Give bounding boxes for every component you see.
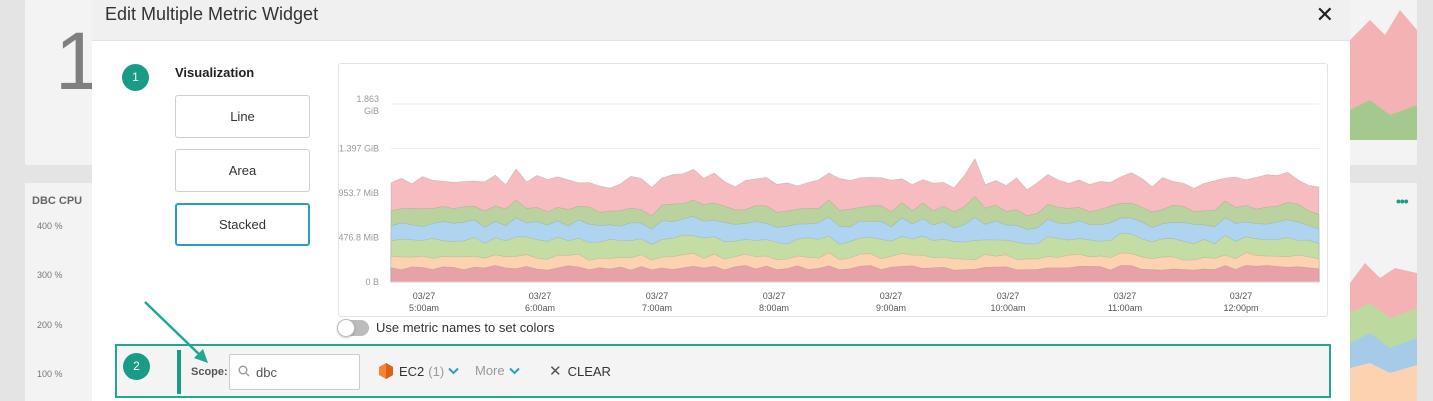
- series-area-0: [390, 265, 1320, 283]
- x-tick-label: 03/27 12:00pm: [1223, 291, 1258, 313]
- y-tick-label: 1.397 GiB: [339, 144, 379, 154]
- x-tick-label: 03/27 5:00am: [409, 291, 439, 313]
- scope-label: Scope:: [191, 366, 228, 378]
- x-tick-label: 03/27 9:00am: [876, 291, 906, 313]
- line-button[interactable]: Line: [175, 95, 310, 138]
- ec2-filter-dropdown[interactable]: EC2 (1): [379, 363, 459, 379]
- background-chart-card: [1350, 183, 1417, 401]
- stacked-button[interactable]: Stacked: [175, 203, 310, 246]
- chart-preview: 1.863 GiB 1.397 GiB 953.7 MiB 476.8 MiB 0 B 03…: [338, 63, 1328, 317]
- x-tick-label: 03/27 8:00am: [759, 291, 789, 313]
- x-tick-label: 03/27 6:00am: [525, 291, 555, 313]
- background-tick: 100 %: [37, 369, 63, 379]
- ec2-filter-count: (1): [428, 363, 445, 379]
- area-button[interactable]: Area: [175, 149, 310, 192]
- scope-divider: [177, 350, 181, 394]
- chevron-down-icon: [448, 367, 459, 375]
- y-tick-label: 953.7 MiB: [339, 188, 379, 198]
- more-filter-label: More: [475, 363, 505, 378]
- background-number-card: [25, 0, 95, 165]
- toggle-knob: [337, 319, 355, 337]
- clear-icon: ✕: [549, 363, 562, 380]
- stacked-area-chart: 1.863 GiB 1.397 GiB 953.7 MiB 476.8 MiB 0 B 03…: [339, 94, 1320, 313]
- step-2-badge: 2: [123, 353, 150, 380]
- ec2-filter-label: EC2: [399, 363, 425, 379]
- background-cpu-card: [25, 183, 95, 401]
- more-options-icon[interactable]: •••: [1396, 193, 1409, 209]
- clear-label: CLEAR: [567, 363, 611, 379]
- x-tick-label: 03/27 7:00am: [642, 291, 672, 313]
- ec2-icon: [379, 363, 393, 379]
- toggle-label: Use metric names to set colors: [376, 320, 555, 335]
- modal-header: Edit Multiple Metric Widget ✕: [92, 0, 1350, 41]
- x-tick-label: 03/27 11:00am: [1108, 291, 1142, 313]
- chevron-down-icon: [508, 367, 520, 374]
- x-tick-label: 03/27 10:00am: [990, 291, 1025, 313]
- visualization-label: Visualization: [175, 65, 255, 80]
- scope-search-box[interactable]: [229, 354, 360, 390]
- background-tick: 400 %: [37, 221, 63, 231]
- clear-button[interactable]: ✕ CLEAR: [549, 362, 611, 380]
- background-tick: 200 %: [37, 320, 63, 330]
- close-icon[interactable]: ✕: [1315, 2, 1334, 27]
- y-tick-label: 476.8 MiB: [339, 232, 379, 242]
- search-icon: [238, 365, 250, 377]
- y-tick-label: 0 B: [365, 277, 379, 287]
- scope-search-input[interactable]: [256, 363, 356, 381]
- scope-bar: 2 Scope: EC2 (1) More: [115, 344, 1331, 398]
- edit-widget-modal: Edit Multiple Metric Widget ✕ 1 Visualiz…: [92, 0, 1350, 401]
- modal-title: Edit Multiple Metric Widget: [105, 4, 319, 24]
- metric-colors-toggle[interactable]: [337, 319, 369, 337]
- background-card-title: DBC CPU: [32, 195, 83, 207]
- more-filter-dropdown[interactable]: More: [475, 363, 520, 378]
- step-1-badge: 1: [122, 64, 149, 91]
- background-tick: 300 %: [37, 270, 63, 280]
- y-tick-label: 1.863 GiB: [356, 94, 379, 116]
- background-chart-card: [1350, 0, 1417, 165]
